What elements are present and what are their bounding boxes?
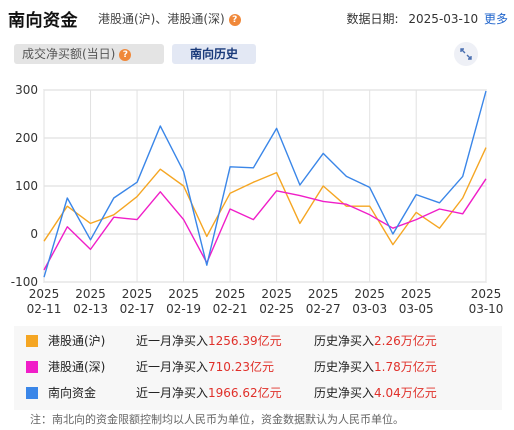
date-area: 数据日期: 2025-03-10 更多 <box>347 10 508 27</box>
date-label: 数据日期: <box>346 12 399 26</box>
x-tick-date: 02-17 <box>120 302 155 316</box>
history-net-buy: 历史净买入1.78万亿元 <box>314 360 437 374</box>
month-net-buy: 近一月净买入710.23亿元 <box>136 360 275 374</box>
legend-row-sh: 港股通(沪) 近一月净买入1256.39亿元 历史净买入2.26万亿元 <box>14 328 502 354</box>
legend-name: 港股通(深) <box>48 360 106 374</box>
x-tick-date: 02-25 <box>259 302 294 316</box>
x-tick-year: 2025 <box>471 287 502 301</box>
y-tick-label: 300 <box>15 83 38 97</box>
x-tick-year: 2025 <box>29 287 60 301</box>
swatch-sh <box>26 335 38 347</box>
x-tick-date: 03-03 <box>352 302 387 316</box>
legend-row-sz: 港股通(深) 近一月净买入710.23亿元 历史净买入1.78万亿元 <box>14 354 502 380</box>
series-line <box>43 90 487 278</box>
header: 南向资金 港股通(沪)、港股通(深)? 数据日期: 2025-03-10 更多 <box>8 6 508 31</box>
help-icon[interactable]: ? <box>119 49 132 61</box>
x-tick-date: 02-21 <box>213 302 248 316</box>
legend-name: 南向资金 <box>48 386 97 400</box>
x-tick-year: 2025 <box>261 287 292 301</box>
history-net-buy: 历史净买入4.04万亿元 <box>314 386 437 400</box>
subtitle-text: 港股通(沪)、港股通(深) <box>98 12 225 26</box>
x-tick-date: 02-11 <box>27 302 62 316</box>
swatch-sz <box>26 361 38 373</box>
series-line <box>43 178 487 271</box>
expand-button[interactable] <box>454 42 478 66</box>
legend-name: 港股通(沪) <box>48 334 106 348</box>
expand-icon <box>460 48 472 60</box>
x-tick-date: 02-13 <box>73 302 108 316</box>
date-value: 2025-03-10 <box>408 12 479 26</box>
series-line <box>43 147 487 246</box>
y-tick-label: 0 <box>30 227 38 241</box>
page-title: 南向资金 <box>8 11 78 31</box>
x-tick-year: 2025 <box>308 287 339 301</box>
y-tick-label: 100 <box>15 179 38 193</box>
footnote: 注：南北向的资金限额控制均以人民币为单位，资金数据默认为人民币单位。 <box>30 413 404 426</box>
x-tick-date: 03-05 <box>399 302 434 316</box>
tab-daily-net-buy[interactable]: 成交净买额(当日)? <box>14 44 164 64</box>
subtitle: 港股通(沪)、港股通(深)? <box>98 10 241 27</box>
x-tick-year: 2025 <box>75 287 106 301</box>
month-net-buy: 近一月净买入1256.39亿元 <box>136 334 282 348</box>
tab-daily-net-buy-label: 成交净买额(当日) <box>22 47 116 61</box>
y-tick-label: 200 <box>15 131 38 145</box>
more-link[interactable]: 更多 <box>483 12 508 26</box>
swatch-total <box>26 387 38 399</box>
x-tick-year: 2025 <box>215 287 246 301</box>
x-tick-year: 2025 <box>168 287 199 301</box>
legend-row-total: 南向资金 近一月净买入1966.62亿元 历史净买入4.04万亿元 <box>14 380 502 406</box>
x-tick-date: 03-10 <box>469 302 504 316</box>
x-tick-year: 2025 <box>122 287 153 301</box>
help-icon[interactable]: ? <box>228 14 241 26</box>
x-tick-date: 02-27 <box>306 302 341 316</box>
line-chart: -1000100200300202502-11202502-13202502-1… <box>11 83 504 316</box>
tab-southbound-history[interactable]: 南向历史 <box>172 44 256 64</box>
x-tick-year: 2025 <box>401 287 432 301</box>
month-net-buy: 近一月净买入1966.62亿元 <box>136 386 282 400</box>
y-tick-label: -100 <box>11 275 38 289</box>
x-tick-date: 02-19 <box>166 302 201 316</box>
history-net-buy: 历史净买入2.26万亿元 <box>314 334 437 348</box>
legend-table: 港股通(沪) 近一月净买入1256.39亿元 历史净买入2.26万亿元 港股通(… <box>14 326 502 410</box>
x-tick-year: 2025 <box>354 287 385 301</box>
